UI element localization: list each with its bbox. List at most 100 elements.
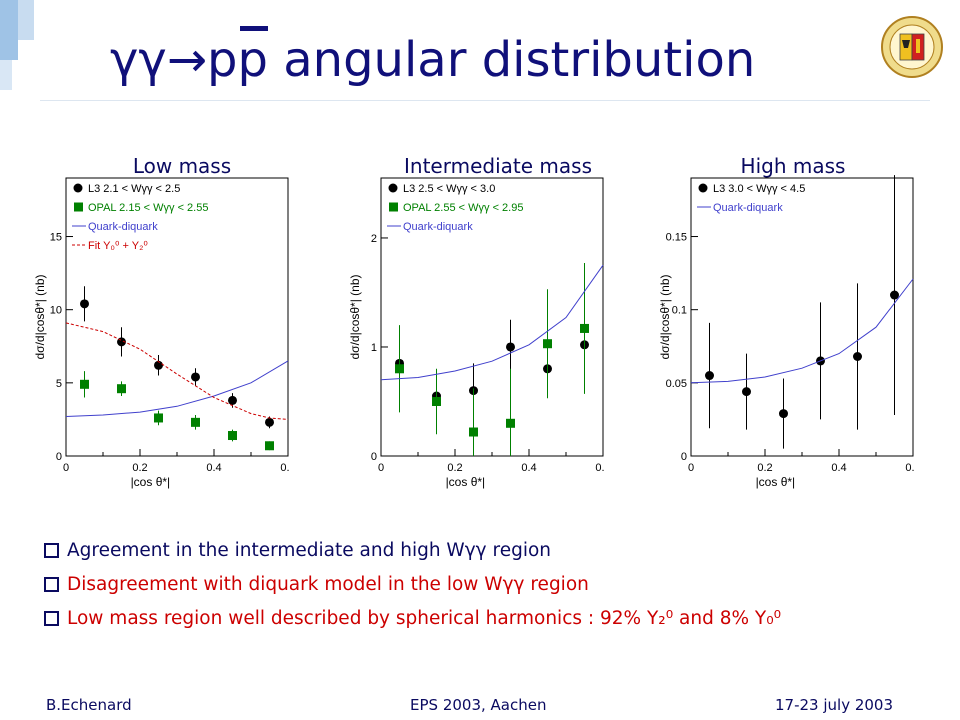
panel-label-high: High mass bbox=[740, 154, 846, 178]
x-tick-label: 0.2 bbox=[132, 462, 147, 474]
y-axis-label: dσ/d|cosθ*| (nb) bbox=[33, 274, 47, 359]
y-tick-label: 0.1 bbox=[672, 305, 687, 317]
legend-label: L3 2.1 < Wγγ < 2.5 bbox=[88, 183, 180, 195]
l3-point bbox=[705, 371, 714, 381]
l3-point bbox=[779, 409, 788, 419]
x-tick-label: 0 bbox=[688, 462, 694, 474]
l3-point bbox=[228, 395, 237, 405]
l3-point bbox=[154, 360, 163, 370]
opal-point bbox=[543, 339, 552, 349]
chart-low-mass: 0 0.2 0.4 0.6 0 5 10 15 |cos θ*| dσ/d|cosθ*| (nb)… bbox=[33, 177, 290, 489]
footer-conference: EPS 2003, Aachen bbox=[410, 696, 547, 714]
university-seal-logo bbox=[881, 16, 943, 78]
y-tick-label: 10 bbox=[50, 305, 62, 317]
x-tick-label: 0 bbox=[63, 462, 69, 474]
l3-point bbox=[506, 342, 515, 352]
x-tick-label: 0.2 bbox=[447, 462, 462, 474]
bullet-text: Disagreement with diquark model in the l… bbox=[67, 574, 589, 595]
opal-point bbox=[432, 396, 441, 406]
chart-high-mass: 0 0.2 0.4 0.6 0 0.05 0.1 0.15 |cos θ*| dσ/d|cosθ*… bbox=[658, 175, 915, 489]
x-axis-label: |cos θ*| bbox=[446, 475, 486, 489]
quark-diquark-curve bbox=[380, 264, 604, 381]
legend-l3-marker bbox=[698, 183, 708, 193]
l3-point bbox=[742, 387, 751, 397]
title-prefix: γγ→ bbox=[110, 32, 208, 88]
bullet-text: Low mass region well described by spheri… bbox=[67, 608, 782, 629]
quark-diquark-curve bbox=[65, 360, 289, 417]
legend-label: OPAL 2.55 < Wγγ < 2.95 bbox=[403, 202, 523, 214]
l3-point bbox=[80, 299, 89, 309]
legend-l3-marker bbox=[388, 183, 398, 193]
l3-point bbox=[265, 417, 274, 427]
opal-point bbox=[191, 417, 200, 427]
y-tick-label: 2 bbox=[371, 233, 377, 245]
legend-label: Quark-diquark bbox=[88, 221, 158, 233]
title-divider bbox=[40, 100, 930, 101]
y-tick-label: 0.05 bbox=[666, 378, 687, 390]
fit-curve bbox=[65, 322, 289, 420]
l3-point bbox=[890, 290, 899, 300]
y-tick-label: 15 bbox=[50, 232, 62, 244]
y-axis-label: dσ/d|cosθ*| (nb) bbox=[348, 274, 362, 359]
legend-label: L3 2.5 < Wγγ < 3.0 bbox=[403, 183, 495, 195]
opal-point bbox=[80, 379, 89, 389]
l3-point bbox=[191, 372, 200, 382]
corner-decoration bbox=[18, 0, 34, 40]
title-rest: angular distribution bbox=[267, 32, 756, 88]
opal-point bbox=[154, 413, 163, 423]
footer-date: 17-23 july 2003 bbox=[775, 696, 894, 714]
x-tick-label: 0.6 bbox=[595, 462, 605, 474]
panel-label-low: Low mass bbox=[132, 154, 232, 178]
x-tick-label: 0.2 bbox=[757, 462, 772, 474]
y-tick-label: 0.15 bbox=[666, 232, 687, 244]
bullet-item: Disagreement with diquark model in the l… bbox=[44, 574, 781, 595]
corner-decoration bbox=[0, 0, 18, 60]
quark-diquark-curve bbox=[690, 278, 914, 384]
x-tick-label: 0.4 bbox=[521, 462, 536, 474]
antiproton-bar bbox=[239, 26, 268, 31]
opal-point bbox=[469, 427, 478, 437]
chart-intermediate-mass: 0 0.2 0.4 0.6 0 1 2 |cos θ*| dσ/d|cosθ*| (nb) L3 … bbox=[348, 177, 605, 489]
y-tick-label: 5 bbox=[56, 378, 62, 390]
title-pp: pp bbox=[207, 26, 268, 90]
legend-label: OPAL 2.15 < Wγγ < 2.55 bbox=[88, 202, 208, 214]
opal-point bbox=[117, 384, 126, 394]
checkbox-bullet-icon bbox=[44, 611, 59, 626]
legend-label: Quark-diquark bbox=[403, 221, 473, 233]
opal-point bbox=[228, 431, 237, 441]
x-tick-label: 0.4 bbox=[831, 462, 846, 474]
opal-point bbox=[506, 418, 515, 428]
footer-author: B.Echenard bbox=[46, 696, 132, 714]
legend-opal-marker bbox=[389, 202, 398, 212]
checkbox-bullet-icon bbox=[44, 543, 59, 558]
y-axis-label: dσ/d|cosθ*| (nb) bbox=[658, 274, 672, 359]
bullet-text: Agreement in the intermediate and high W… bbox=[67, 540, 552, 561]
x-axis-label: |cos θ*| bbox=[131, 475, 171, 489]
bullet-list: Agreement in the intermediate and high W… bbox=[44, 540, 781, 642]
x-tick-label: 0.6 bbox=[905, 462, 915, 474]
opal-point bbox=[265, 441, 274, 451]
x-tick-label: 0 bbox=[378, 462, 384, 474]
legend-label: Quark-diquark bbox=[713, 202, 783, 214]
panel-label-intermediate: Intermediate mass bbox=[404, 154, 592, 178]
y-tick-label: 0 bbox=[681, 451, 687, 463]
bullet-item: Agreement in the intermediate and high W… bbox=[44, 540, 781, 561]
opal-point bbox=[580, 323, 589, 333]
y-tick-label: 1 bbox=[371, 342, 377, 354]
y-tick-label: 0 bbox=[56, 451, 62, 463]
plot-frame bbox=[690, 177, 914, 457]
opal-point bbox=[395, 364, 404, 374]
plot-frame bbox=[380, 177, 604, 457]
slide-title: γγ→pp angular distribution bbox=[110, 26, 756, 90]
x-axis-label: |cos θ*| bbox=[756, 475, 796, 489]
legend-label: Fit Y₀⁰ + Y₂⁰ bbox=[88, 240, 148, 252]
checkbox-bullet-icon bbox=[44, 577, 59, 592]
x-tick-label: 0.4 bbox=[206, 462, 221, 474]
legend-label: L3 3.0 < Wγγ < 4.5 bbox=[713, 183, 805, 195]
l3-point bbox=[853, 352, 862, 362]
y-tick-label: 0 bbox=[371, 451, 377, 463]
legend-opal-marker bbox=[74, 202, 83, 212]
corner-decoration bbox=[0, 60, 12, 90]
x-tick-label: 0.6 bbox=[280, 462, 290, 474]
legend-l3-marker bbox=[73, 183, 83, 193]
